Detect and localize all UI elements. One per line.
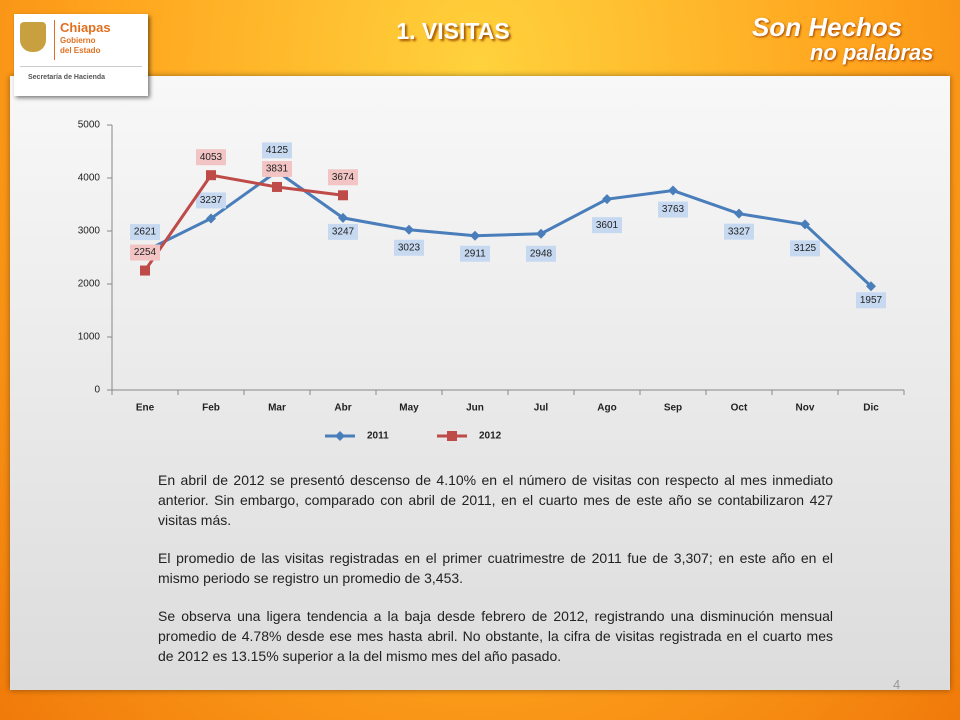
logo-text: Gobierno: [60, 36, 96, 45]
marker: [140, 265, 150, 276]
marker: [206, 213, 216, 224]
data-label: 3601: [596, 220, 619, 231]
data-label: 4053: [200, 152, 223, 163]
data-label-box: [328, 223, 358, 240]
slogan: no palabras: [810, 40, 934, 65]
slogan: Son Hechos: [752, 12, 903, 42]
data-label-box: [196, 149, 226, 166]
x-tick-label: Ene: [136, 403, 155, 414]
x-tick-label: Abr: [334, 403, 351, 414]
y-tick-label: 3000: [78, 226, 101, 237]
data-label-box: [262, 142, 292, 159]
logo-text: Chiapas: [60, 20, 111, 35]
data-label-box: [724, 223, 754, 240]
series-line: [143, 173, 344, 272]
data-label: 3023: [398, 242, 421, 253]
paragraphs: En abril de 2012 se presentó descenso de…: [158, 470, 833, 684]
data-label: 3247: [332, 227, 355, 238]
data-label: 3125: [794, 243, 817, 254]
y-tick-label: 2000: [78, 279, 101, 290]
legend-marker: [335, 431, 345, 441]
y-tick-label: 1000: [78, 332, 101, 343]
legend-marker: [447, 431, 457, 441]
x-tick-label: Nov: [796, 403, 815, 414]
data-label: 3763: [662, 204, 685, 215]
slide-title: 1. VISITAS: [396, 18, 510, 44]
logo-text: del Estado: [60, 46, 101, 55]
marker: [470, 230, 480, 241]
data-label: 2911: [464, 248, 486, 259]
data-label-box: [460, 245, 490, 262]
marker: [338, 212, 348, 223]
legend-label: 2011: [367, 431, 389, 442]
data-label-box: [328, 169, 358, 186]
x-tick-label: Jun: [466, 403, 484, 414]
data-label: 2621: [134, 227, 157, 238]
x-tick-label: Dic: [863, 403, 879, 414]
data-label-box: [526, 245, 556, 262]
x-tick-label: Ago: [597, 403, 616, 414]
x-tick-label: Sep: [664, 403, 682, 414]
data-label-box: [130, 224, 160, 241]
marker: [338, 190, 348, 201]
y-tick-label: 5000: [78, 120, 101, 131]
marker: [800, 219, 810, 230]
x-tick-label: Mar: [268, 403, 286, 414]
marker: [206, 170, 216, 181]
marker: [272, 181, 282, 192]
data-label-box: [856, 292, 886, 309]
x-tick-label: Feb: [202, 403, 220, 414]
page-number: 4: [893, 677, 901, 692]
marker: [734, 208, 744, 219]
data-label: 3831: [266, 164, 289, 175]
content-panel: [10, 76, 950, 690]
y-tick-label: 0: [94, 385, 100, 396]
data-label: 3327: [728, 226, 751, 237]
y-tick-label: 4000: [78, 173, 101, 184]
data-label-box: [790, 240, 820, 257]
data-label-box: [592, 217, 622, 234]
marker: [866, 281, 876, 292]
data-label-box: [658, 201, 688, 218]
marker: [668, 185, 678, 196]
x-tick-label: May: [399, 403, 419, 414]
data-label-box: [394, 239, 424, 256]
marker: [602, 194, 612, 205]
data-label: 3237: [200, 195, 223, 206]
data-label-box: [196, 192, 226, 209]
series-line: [144, 169, 873, 288]
data-label: 2948: [530, 248, 553, 259]
logo: Chiapas Gobierno del Estado Secretaría d…: [14, 14, 148, 96]
legend-label: 2012: [479, 431, 502, 442]
x-tick-label: Jul: [534, 403, 549, 414]
marker: [536, 228, 546, 239]
paragraph: En abril de 2012 se presentó descenso de…: [158, 472, 833, 528]
data-label: 2254: [134, 247, 157, 258]
marker: [404, 224, 414, 235]
data-label: 3674: [332, 172, 355, 183]
logo-text: Secretaría de Hacienda: [28, 74, 106, 81]
logo-shield: [20, 22, 46, 52]
data-label-box: [262, 160, 292, 177]
data-label-box: [130, 244, 160, 261]
data-label: 1957: [860, 295, 883, 306]
paragraph: Se observa una ligera tendencia a la baj…: [158, 608, 833, 664]
data-label: 4125: [266, 145, 289, 156]
x-tick-label: Oct: [731, 403, 748, 414]
paragraph: El promedio de las visitas registradas e…: [158, 550, 833, 586]
